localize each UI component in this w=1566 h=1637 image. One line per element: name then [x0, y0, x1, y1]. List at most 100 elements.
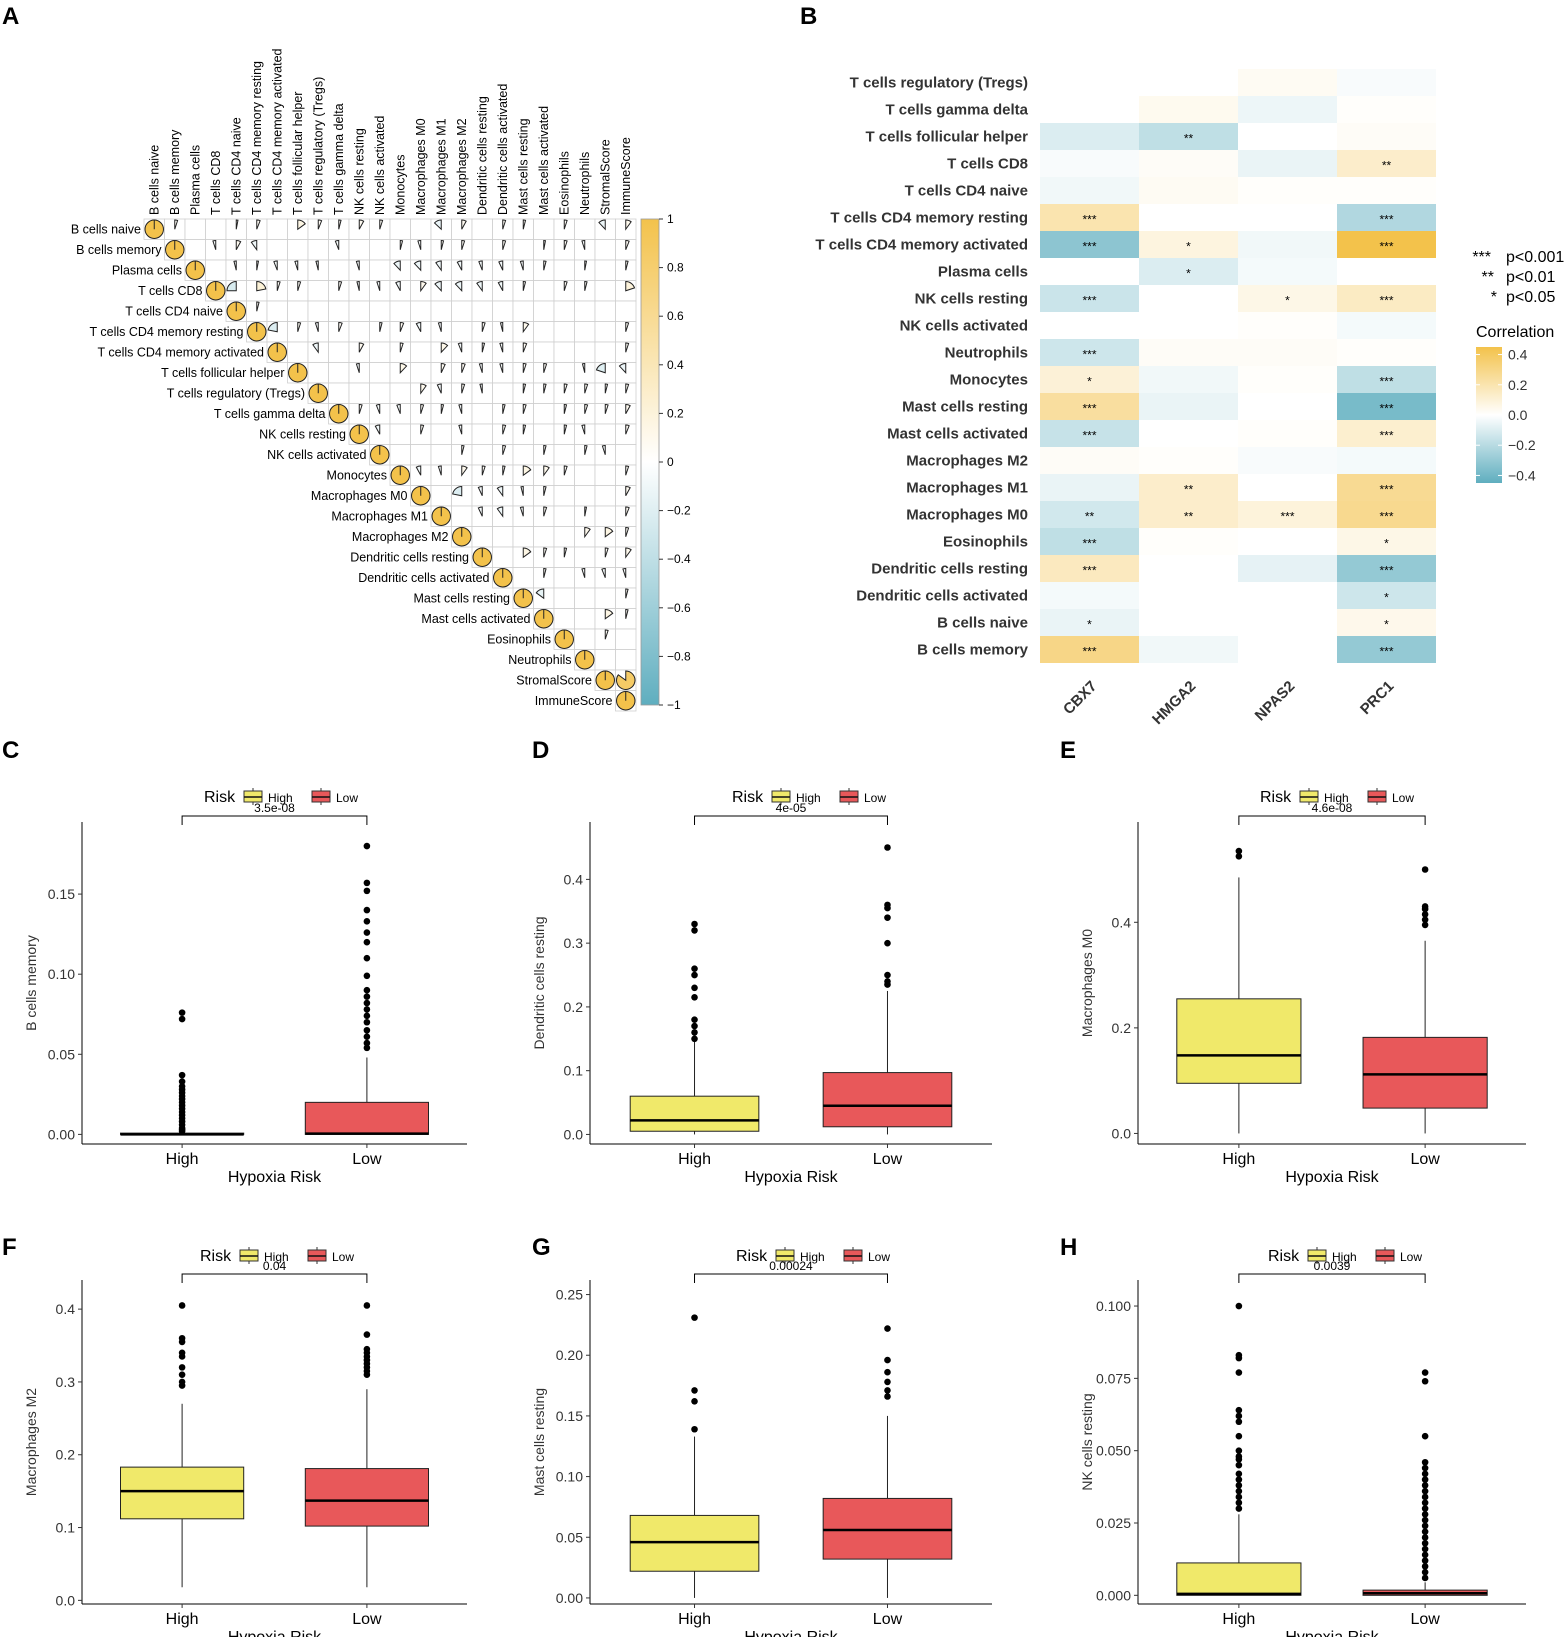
- outlier-point: [1421, 1551, 1429, 1559]
- grid-cell: [533, 218, 555, 240]
- significance-stars: ***: [1082, 240, 1096, 254]
- y-tick-label-d: 0.4: [564, 871, 584, 887]
- grid-cell: [594, 505, 616, 527]
- grid-cell: [287, 300, 309, 322]
- heatmap-cell-1-2: [1238, 96, 1337, 123]
- corr-pie-8-21: [584, 383, 589, 394]
- corr-pie-5-7: [297, 322, 302, 332]
- gene-label-npas2: NPAS2: [1252, 678, 1299, 725]
- outlier-point: [884, 939, 891, 947]
- y-tick-label-c: 0.10: [48, 966, 75, 982]
- heatmap-cell-15-3: [1337, 474, 1436, 501]
- outlier-point: [363, 879, 371, 887]
- grid-cell: [512, 239, 534, 261]
- corr-pie-1-23: [625, 240, 630, 250]
- heatmap-cell-18-2: [1238, 555, 1337, 582]
- panel-h-boxplot: Risk High Low 0.000 0.025 0.050 0.075 0.100 NK c…: [1079, 1247, 1526, 1637]
- corr-pie-6-16: [481, 342, 486, 353]
- colorbar-b-tick-label: 0.4: [1508, 347, 1528, 363]
- corr-pie-2-4: [233, 260, 237, 271]
- row-label-immunescore: ImmuneScore: [535, 694, 613, 708]
- row-label-dendritic-cells-activated: Dendritic cells activated: [358, 571, 489, 585]
- y-tick-label-h: 0.000: [1096, 1587, 1131, 1603]
- heatmap-row-label: T cells follicular helper: [865, 129, 1028, 146]
- p-value-label-h: 0.0039: [1314, 1259, 1351, 1273]
- heatmap-cell-21-3: [1337, 636, 1436, 663]
- corr-pie-3-7: [297, 281, 302, 291]
- heatmap-cell-7-2: [1238, 258, 1337, 285]
- legend-pvalue: p<0.05: [1506, 289, 1555, 306]
- grid-cell: [512, 526, 534, 548]
- corr-pie-3-11: [376, 281, 381, 291]
- colorbar-a-tick-label: 0.8: [667, 261, 684, 275]
- significance-stars: ***: [1379, 294, 1393, 308]
- y-tick-label-g: 0.15: [556, 1408, 583, 1424]
- row-label-eosinophils: Eosinophils: [487, 632, 551, 646]
- corr-pie-10-15: [458, 424, 463, 435]
- corr-pie-0-9: [338, 219, 342, 230]
- heatmap-cell-11-2: [1238, 366, 1337, 393]
- corr-pie-5-12: [399, 322, 405, 332]
- grid-cell: [553, 321, 575, 343]
- y-tick-label-c: 0.05: [48, 1046, 75, 1062]
- corr-pie-7-12: [399, 363, 408, 375]
- colorbar-a-tick-label: −0.8: [667, 649, 691, 663]
- heatmap-cell-15-2: [1238, 474, 1337, 501]
- grid-cell: [410, 341, 432, 363]
- corr-pie-9-10: [358, 404, 363, 414]
- corr-pie-6-17: [499, 342, 504, 353]
- colorbar-a-tick-label: −1: [667, 698, 681, 712]
- grid-cell: [574, 218, 596, 240]
- y-tick-label-f: 0.4: [56, 1301, 76, 1317]
- outlier-point: [691, 1016, 698, 1023]
- row-label-mast-cells-resting: Mast cells resting: [413, 591, 510, 605]
- corr-pie-3-16: [476, 281, 483, 293]
- significance-stars: *: [1384, 537, 1389, 551]
- x-tick-label-d-high: High: [678, 1151, 711, 1168]
- corr-pie-9-18: [522, 404, 527, 414]
- col-label-mast-cells-activated: Mast cells activated: [537, 106, 551, 215]
- significance-bracket-c: [181, 815, 368, 825]
- outlier-point: [1421, 1534, 1429, 1541]
- outlier-point: [1421, 905, 1429, 913]
- colorbar-a-tick-label: 1: [667, 212, 674, 226]
- heatmap-cell-14-3: [1337, 447, 1436, 474]
- outlier-point: [691, 1035, 698, 1043]
- grid-cell: [471, 423, 493, 445]
- row-label-macrophages-m0: Macrophages M0: [311, 489, 408, 503]
- panel-b-gene-immune-heatmap: T cells regulatory (Tregs) T cells gamma …: [815, 69, 1564, 728]
- corr-pie-0-18: [522, 219, 527, 230]
- heatmap-cell-6-1: [1139, 231, 1238, 258]
- outlier-point: [178, 1364, 186, 1371]
- significance-stars: *: [1186, 240, 1191, 254]
- grid-cell: [553, 444, 575, 466]
- corr-pie-9-14: [440, 404, 445, 414]
- grid-cell: [205, 218, 227, 240]
- corr-pie-2-5: [256, 260, 260, 271]
- corr-pie-12-13: [415, 465, 422, 476]
- corr-pie-5-6: [267, 322, 278, 333]
- panel-label-b: B: [800, 3, 817, 30]
- corr-pie-0-17: [502, 219, 507, 230]
- outlier-point: [363, 1302, 371, 1309]
- outlier-point: [691, 1029, 698, 1036]
- outlier-point: [363, 842, 371, 850]
- heatmap-cell-8-1: [1139, 285, 1238, 312]
- grid-cell: [574, 300, 596, 322]
- corr-pie-13-19: [543, 486, 547, 496]
- grid-cell: [369, 300, 391, 322]
- col-label-macrophages-m2: Macrophages M2: [455, 118, 469, 215]
- corr-pie-0-1: [174, 219, 179, 230]
- grid-cell: [328, 300, 350, 322]
- corr-pie-3-13: [420, 281, 427, 293]
- corr-pie-8-14: [436, 383, 442, 394]
- heatmap-cell-2-3: [1337, 123, 1436, 150]
- box-e-low: [1362, 1036, 1488, 1109]
- outlier-point: [1421, 1369, 1429, 1376]
- corr-pie-0-7: [297, 219, 306, 231]
- significance-stars: ***: [1082, 213, 1096, 227]
- heatmap-cell-21-0: [1040, 636, 1139, 663]
- corr-pie-3-6: [276, 281, 281, 291]
- outlier-point: [363, 938, 371, 946]
- corr-pie-5-14: [437, 322, 442, 332]
